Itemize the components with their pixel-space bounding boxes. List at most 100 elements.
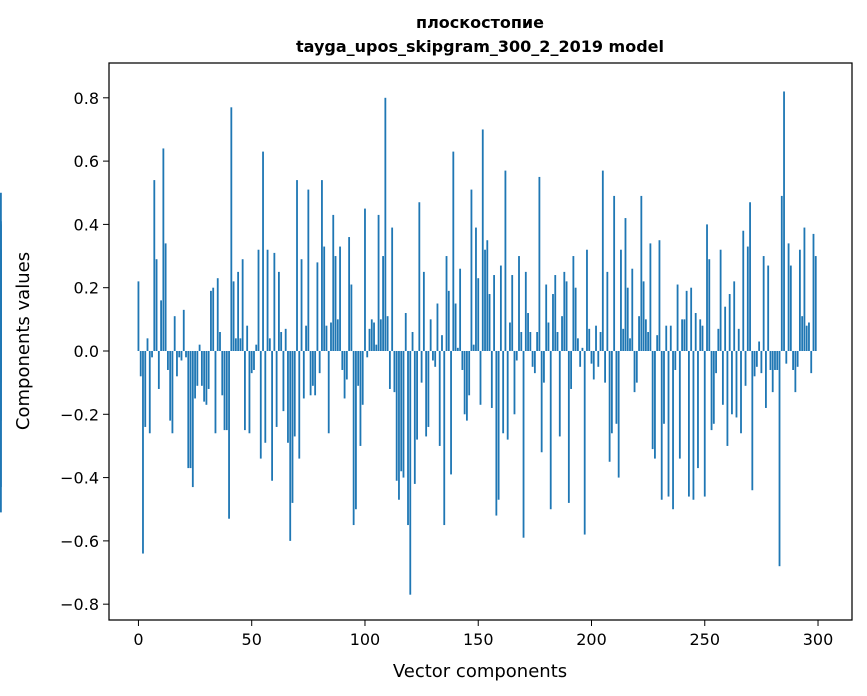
bar-193	[574, 287, 577, 351]
bar-136	[445, 256, 448, 351]
bar-61	[275, 350, 278, 427]
bar-108	[382, 256, 384, 351]
x-axis-ticks: 0 50 100 150 200 250 300	[133, 620, 833, 649]
y-tick-label: −0.2	[60, 405, 99, 424]
bar-276	[762, 256, 765, 351]
bar-7	[153, 180, 156, 351]
bar-3	[144, 350, 147, 427]
bar-166	[513, 350, 516, 415]
bar-57	[266, 249, 269, 351]
bar-107	[379, 319, 382, 351]
bar-62	[277, 271, 280, 351]
bar-42	[232, 281, 235, 351]
bar-93	[348, 237, 351, 351]
bar-251	[706, 224, 708, 351]
bar-109	[384, 97, 387, 351]
y-tick-label: 0.2	[74, 279, 99, 298]
bar-90	[341, 350, 344, 370]
bar-59	[271, 350, 273, 481]
bar-144	[463, 350, 466, 415]
bar-47	[244, 350, 246, 431]
bar-289	[792, 350, 795, 370]
bar-204	[599, 332, 602, 351]
bar-226	[649, 243, 652, 351]
bar-84	[327, 350, 330, 434]
bar-266	[740, 350, 742, 434]
y-tick-label: −0.6	[60, 532, 99, 551]
bar-279	[769, 350, 772, 370]
y-tick-label: −0.4	[60, 469, 99, 488]
bar-116	[400, 350, 403, 472]
bar-79	[316, 262, 319, 351]
bar-91	[343, 350, 346, 399]
bar-139	[452, 151, 455, 351]
bar-31	[207, 350, 210, 389]
bar-299	[814, 256, 817, 351]
bar-179	[543, 350, 545, 383]
bar-97	[357, 350, 360, 386]
bar-60	[273, 252, 276, 351]
bar-113	[393, 350, 396, 393]
bar-128	[427, 350, 430, 427]
bar-141	[456, 347, 459, 351]
bar-249	[701, 325, 704, 351]
x-axis-label: Vector components	[393, 661, 567, 682]
bar-20	[182, 309, 185, 351]
bar-19	[180, 350, 183, 361]
bar-220	[635, 350, 638, 383]
bar-138	[450, 350, 452, 475]
bar-192	[572, 256, 575, 351]
x-tick-label: 50	[242, 630, 262, 649]
bar-119	[407, 350, 409, 526]
bar-217	[629, 338, 631, 351]
bar-8	[155, 259, 158, 351]
bar-21	[185, 350, 187, 358]
bar-137	[447, 290, 450, 351]
bar-65	[284, 328, 287, 351]
bar-4	[146, 338, 149, 351]
bar-92	[345, 350, 348, 380]
bar-241	[683, 319, 686, 351]
bar-58	[268, 338, 271, 351]
bar-37	[221, 350, 224, 396]
bar-154	[486, 240, 489, 351]
bar-45	[239, 338, 242, 351]
bar-53	[257, 249, 260, 351]
bar-89	[339, 246, 341, 351]
y-tick-label: 0.4	[74, 215, 99, 234]
x-tick-label: 150	[463, 630, 494, 649]
bar-262	[731, 350, 733, 415]
bar-152	[481, 129, 484, 351]
bar-131	[434, 350, 437, 367]
x-tick-label: 0	[133, 630, 143, 649]
bar-15	[171, 350, 174, 434]
bar-219	[633, 350, 636, 393]
bar-222	[640, 195, 643, 351]
bar-48	[246, 325, 249, 351]
bar-163	[506, 350, 509, 440]
x-tick-label: 300	[803, 630, 834, 649]
bar-74	[305, 325, 307, 351]
bar-194	[577, 338, 579, 351]
bar-2	[142, 350, 144, 554]
bar-287	[787, 243, 790, 351]
bar-280	[771, 350, 774, 393]
bar-146	[468, 350, 471, 396]
bar-30	[205, 350, 208, 405]
bar-256	[717, 328, 720, 351]
bar-181	[547, 322, 550, 351]
bar-72	[300, 259, 303, 351]
bar-273	[755, 350, 758, 367]
bar-202	[595, 325, 597, 351]
bar-52	[255, 344, 258, 351]
bar-159	[497, 350, 500, 500]
bar-218	[631, 268, 634, 351]
bar-40	[228, 350, 230, 519]
bar-25	[194, 350, 196, 399]
bar-95	[352, 350, 355, 526]
bar-235	[669, 325, 672, 351]
bar-134	[441, 335, 443, 351]
bar-94	[350, 284, 353, 351]
bar-17	[176, 350, 178, 377]
bar-64	[282, 350, 285, 412]
